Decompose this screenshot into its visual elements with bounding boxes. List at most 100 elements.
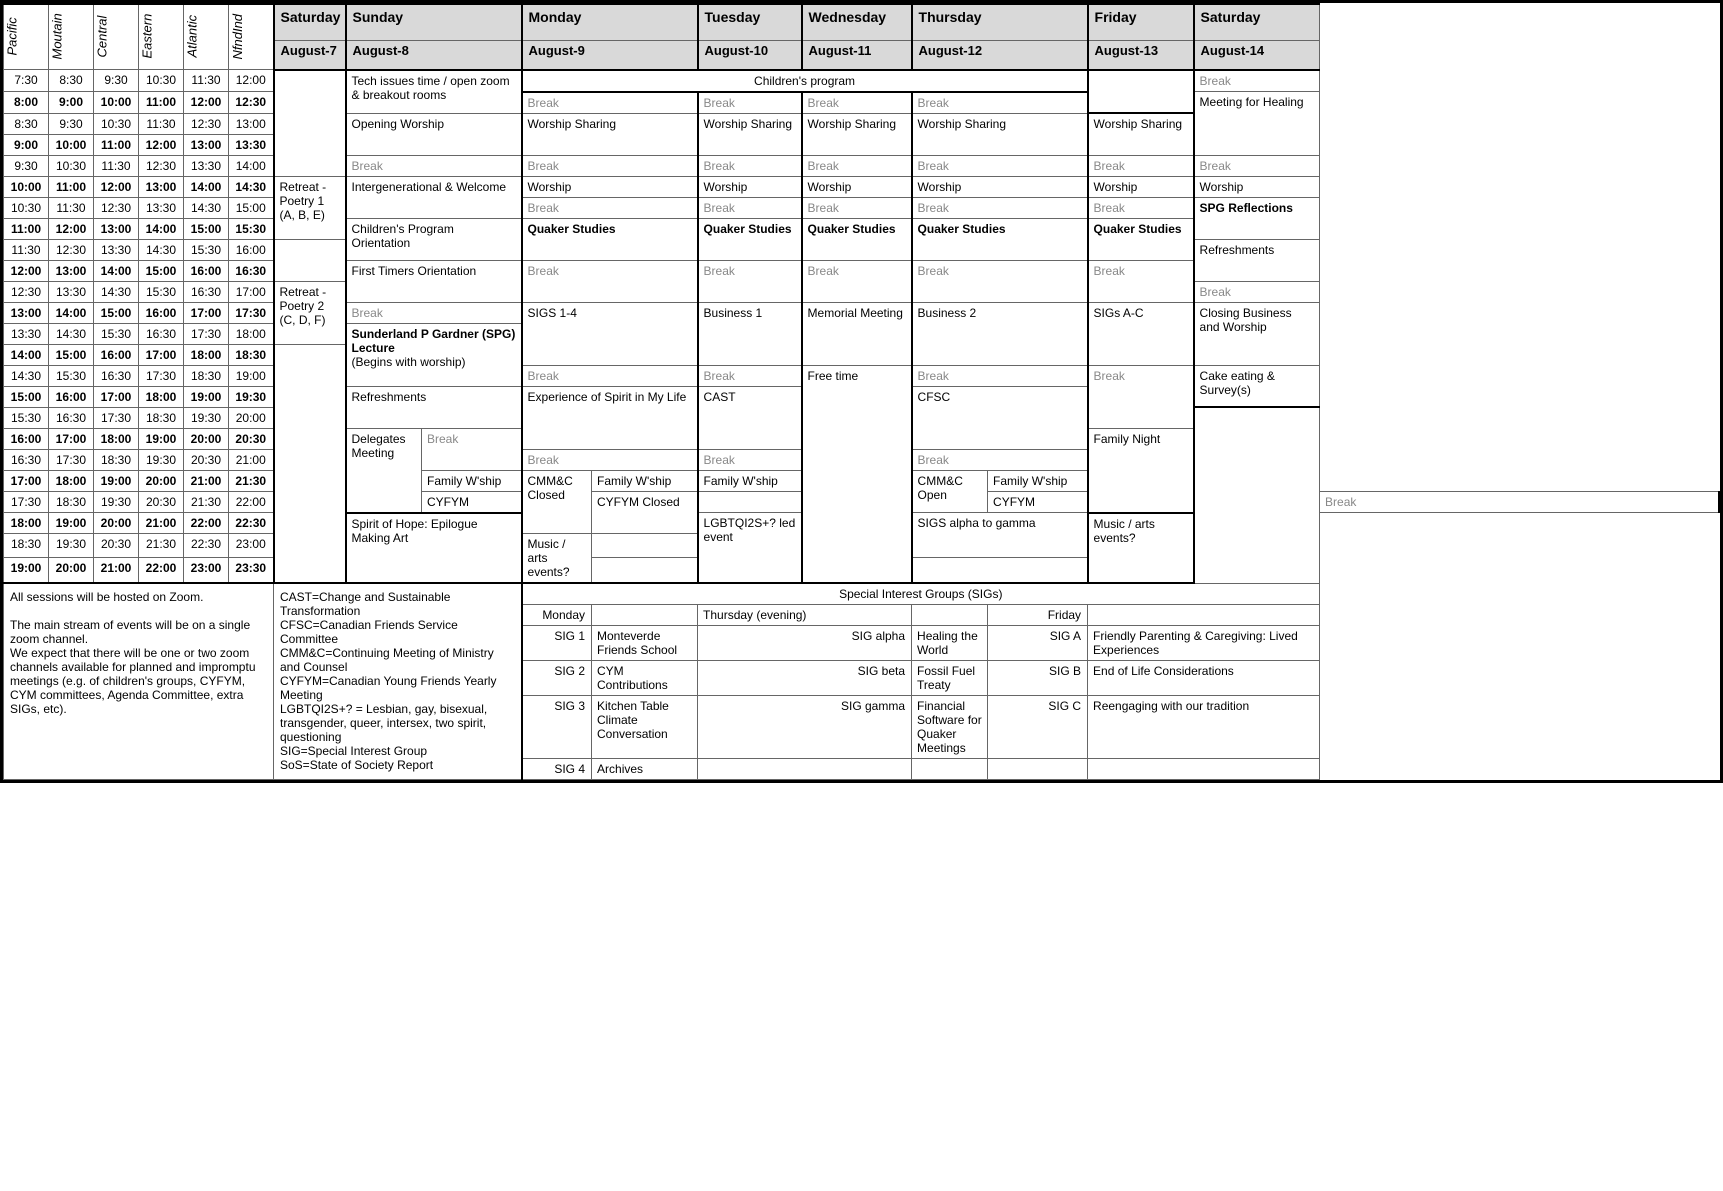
schedule-sheet: Pacific Moutain Central Eastern Atlantic… [0, 0, 1723, 783]
fri-qs: Quaker Studies [1088, 218, 1194, 260]
cast: CAST [698, 386, 802, 449]
date-fri: August-13 [1088, 40, 1194, 69]
day-thu: Thursday [912, 4, 1088, 40]
wed-ws: Worship Sharing [802, 113, 912, 155]
slot-row: 7:308:309:3010:3011:3012:00 Tech issues … [4, 70, 1720, 92]
sigs-ac: SIGs A-C [1088, 302, 1194, 365]
memorial: Memorial Meeting [802, 302, 912, 365]
tue-family-wship: Family W'ship [698, 470, 802, 491]
tz-pacific: Pacific [4, 4, 49, 70]
spg-lecture: Sunderland P Gardner (SPG) Lecture(Begin… [346, 323, 522, 386]
cfsc: CFSC [912, 386, 1088, 449]
sigs-alpha-gamma: SIGS alpha to gamma [912, 513, 1088, 558]
thu-qs: Quaker Studies [912, 218, 1088, 260]
date-sun: August-8 [346, 40, 522, 69]
slot-row: 10:3011:3012:3013:3014:3015:00 Break Bre… [4, 197, 1720, 218]
day-sun: Sunday [346, 4, 522, 40]
tz-nfnd: NfndInd [229, 4, 274, 70]
closing: Closing Business and Worship [1194, 302, 1320, 365]
wed-qs: Quaker Studies [802, 218, 912, 260]
business1: Business 1 [698, 302, 802, 365]
event-childrens-program: Children's program [522, 70, 1088, 92]
date-sat2: August-14 [1194, 40, 1320, 69]
schedule-table: Pacific Moutain Central Eastern Atlantic… [3, 3, 1720, 780]
mon-worship: Worship [522, 176, 698, 197]
tz-mountain: Moutain [49, 4, 94, 70]
slot-row: 14:3015:3016:3017:3018:3019:00 Break Bre… [4, 365, 1720, 386]
sat1-empty3 [274, 344, 346, 583]
family-night: Family Night [1088, 428, 1194, 513]
thu-empty [912, 558, 1088, 583]
intergenerational: Intergenerational & Welcome [346, 176, 522, 218]
tz-eastern: Eastern [139, 4, 184, 70]
sat2-worship: Worship [1194, 176, 1320, 197]
day-sat2: Saturday [1194, 4, 1320, 40]
slot-row: 12:0013:0014:0015:0016:0016:30 First Tim… [4, 260, 1720, 281]
day-fri: Friday [1088, 4, 1194, 40]
first-timers: First Timers Orientation [346, 260, 522, 302]
sun-cyfym: CYFYM [422, 491, 522, 513]
fri-ws: Worship Sharing [1088, 113, 1194, 155]
slot-row: 8:009:0010:0011:0012:0012:30 Break Break… [4, 92, 1720, 114]
slot-row: 10:0011:0012:0013:0014:0014:30 Retreat -… [4, 176, 1720, 197]
tue-qs: Quaker Studies [698, 218, 802, 260]
footer-row: All sessions will be hosted on Zoom. The… [4, 583, 1720, 605]
tue-worship: Worship [698, 176, 802, 197]
mon-music: Music / arts events? [522, 534, 592, 584]
fri-music: Music / arts events? [1088, 513, 1194, 584]
date-tue: August-10 [698, 40, 802, 69]
date-sat1: August-7 [274, 40, 346, 69]
slot-row: 11:0012:0013:0014:0015:0015:30 Children'… [4, 218, 1720, 239]
mon-qs: Quaker Studies [522, 218, 698, 260]
thu-family-wship: Family W'ship [988, 470, 1088, 491]
slot-row: 13:0014:0015:0016:0017:0017:30 Break SIG… [4, 302, 1720, 323]
sat2-break1: Break [1194, 70, 1320, 92]
cyfym-closed: CYFYM Closed [592, 491, 698, 534]
tue-ws: Worship Sharing [698, 113, 802, 155]
cmmc-open: CMM&C Open [912, 470, 988, 513]
date-mon: August-9 [522, 40, 698, 69]
mon-family-wship: Family W'ship [592, 470, 698, 491]
experience: Experience of Spirit in My Life [522, 386, 698, 449]
event-tech: Tech issues time / open zoom & breakout … [346, 70, 522, 114]
sat1-empty [274, 70, 346, 177]
mon-empty2 [592, 558, 698, 583]
date-wed: August-11 [802, 40, 912, 69]
day-mon: Monday [522, 4, 698, 40]
cake: Cake eating & Survey(s) [1194, 365, 1320, 407]
sat2-healing: Meeting for Healing [1194, 92, 1320, 156]
spg-reflections: SPG Reflections [1194, 197, 1320, 239]
thu-ws: Worship Sharing [912, 113, 1088, 155]
fri-empty-top [1088, 70, 1194, 114]
slot-row: 9:3010:3011:3012:3013:3014:00 Break Brea… [4, 155, 1720, 176]
free-time: Free time [802, 365, 912, 583]
cmmc-closed: CMM&C Closed [522, 470, 592, 534]
sat1-empty2 [274, 239, 346, 281]
sigs14: SIGS 1-4 [522, 302, 698, 365]
thu-worship: Worship [912, 176, 1088, 197]
sun-family-wship: Family W'ship [422, 470, 522, 491]
header-row-days: Pacific Moutain Central Eastern Atlantic… [4, 4, 1720, 40]
tz-atlantic: Atlantic [184, 4, 229, 70]
retreat1: Retreat - Poetry 1 (A, B, E) [274, 176, 346, 239]
tue-empty [698, 491, 802, 513]
day-tue: Tuesday [698, 4, 802, 40]
wed-worship: Worship [802, 176, 912, 197]
date-thu: August-12 [912, 40, 1088, 69]
sat2-below [1194, 407, 1320, 583]
mon-ws: Worship Sharing [522, 113, 698, 155]
childrens-orientation: Children's Program Orientation [346, 218, 522, 260]
tz-central: Central [94, 4, 139, 70]
sig-title: Special Interest Groups (SIGs) [522, 583, 1320, 605]
delegates: Delegates Meeting [346, 428, 422, 513]
spirit-hope: Spirit of Hope: Epilogue Making Art [346, 513, 522, 584]
mon-empty [592, 534, 698, 558]
slot-row: 8:309:3010:3011:3012:3013:00 Opening Wor… [4, 113, 1720, 134]
day-wed: Wednesday [802, 4, 912, 40]
thu-cyfym: CYFYM [988, 491, 1088, 513]
fri-worship: Worship [1088, 176, 1194, 197]
retreat2: Retreat - Poetry 2 (C, D, F) [274, 281, 346, 344]
sun-refresh: Refreshments [346, 386, 522, 428]
event-opening-worship: Opening Worship [346, 113, 522, 155]
sat2-refresh: Refreshments [1194, 239, 1320, 281]
